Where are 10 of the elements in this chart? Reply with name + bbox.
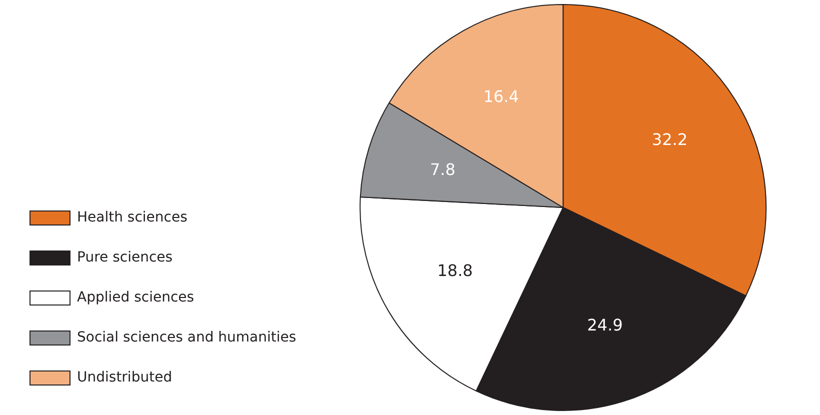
data-label: 32.2	[652, 130, 688, 149]
legend-label: Pure sciences	[77, 250, 173, 266]
data-label: 7.8	[430, 160, 456, 179]
legend-label: Social sciences and humanities	[77, 330, 296, 346]
data-label: 16.4	[483, 87, 519, 106]
data-label: 18.8	[437, 261, 473, 280]
data-label: 24.9	[587, 315, 623, 334]
legend-label: Undistributed	[77, 370, 172, 386]
legend-label: Health sciences	[77, 210, 188, 226]
legend-label: Applied sciences	[77, 290, 194, 306]
